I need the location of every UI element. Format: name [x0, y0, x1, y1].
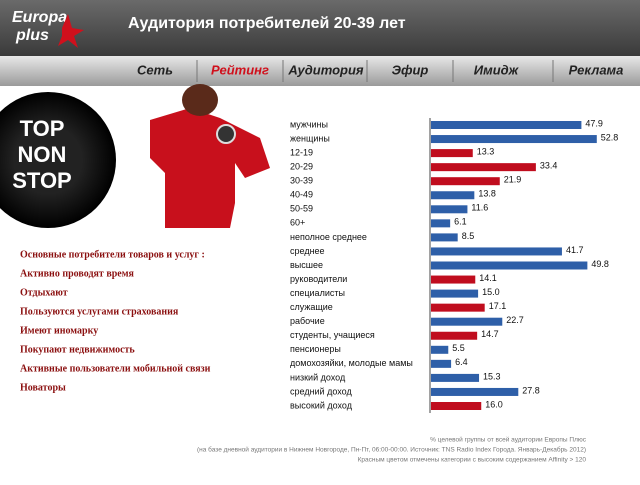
image-text: NON [18, 142, 67, 167]
bar [431, 177, 500, 186]
value-label: 49.8 [591, 259, 609, 269]
value-label: 41.7 [566, 245, 584, 255]
category-label: специалисты [290, 288, 345, 298]
category-label: высшее [290, 260, 323, 270]
person [150, 108, 270, 228]
image-text: STOP [12, 168, 72, 193]
category-label: рабочие [290, 316, 325, 326]
value-label: 6.4 [455, 357, 468, 367]
category-label: пенсионеры [290, 344, 341, 354]
feature-list: Основные потребители товаров и услуг : Ак… [20, 249, 211, 393]
value-label: 15.3 [483, 371, 501, 381]
value-label: 21.9 [504, 175, 522, 185]
nav: Сеть Рейтинг Аудитория Эфир Имидж Реклама [137, 60, 623, 82]
bar [431, 261, 588, 270]
bar-chart: мужчины 47.9 женщины 52.8 12-19 13.3 20-29 33.4… [290, 118, 618, 410]
category-label: мужчины [290, 119, 328, 129]
category-label: домохозяйки, молодые мамы [290, 358, 413, 368]
value-label: 22.7 [506, 315, 524, 325]
logo: Europa [12, 9, 67, 26]
value-label: 8.5 [462, 231, 475, 241]
category-label: руководители [290, 274, 347, 284]
category-label: среднее [290, 246, 325, 256]
bar [431, 247, 562, 256]
value-label: 47.9 [585, 118, 603, 128]
value-label: 17.1 [489, 301, 507, 311]
bar [431, 345, 449, 354]
footnote: % целевой группы от всей аудитории Европ… [197, 436, 587, 464]
person-head [182, 84, 218, 116]
value-label: 33.4 [540, 161, 558, 171]
category-label: неполное среднее [290, 232, 367, 242]
logo: plus [15, 27, 49, 44]
bar [431, 205, 468, 214]
value-label: 6.1 [454, 217, 467, 227]
feature-item: Новаторы [20, 382, 66, 393]
bar [431, 191, 475, 200]
feature-item: Покупают недвижимость [20, 344, 135, 355]
header-bar [0, 0, 640, 56]
camera [216, 124, 236, 144]
category-label: женщины [290, 133, 330, 143]
bar [431, 317, 503, 326]
bar [431, 135, 597, 144]
value-label: 13.8 [478, 189, 496, 199]
feature-item: Активно проводят время [20, 268, 135, 279]
logo-star [58, 14, 84, 48]
bar [431, 219, 451, 228]
value-label: 14.1 [479, 273, 497, 283]
nav-item: Сеть [137, 62, 173, 77]
value-label: 11.6 [471, 203, 488, 213]
bar [431, 303, 485, 312]
value-label: 5.5 [452, 343, 465, 353]
image-text: TOP [20, 116, 65, 141]
header-title: Аудитория потребителей 20-39 лет [128, 15, 406, 32]
category-label: высокий доход [290, 400, 353, 410]
feature-item: Активные пользователи мобильной связи [20, 363, 211, 374]
footnote-line: (на базе дневной аудитории в Нижнем Новг… [197, 446, 586, 454]
bar [431, 275, 476, 284]
bar [431, 331, 478, 340]
category-label: низкий доход [290, 372, 346, 382]
category-label: средний доход [290, 386, 352, 396]
bar [431, 359, 452, 368]
category-label: 60+ [290, 218, 305, 228]
nav-item: Эфир [392, 62, 429, 77]
disc [0, 92, 116, 228]
feature-item: Основные потребители товаров и услуг : [20, 249, 205, 260]
category-label: 40-49 [290, 190, 313, 200]
nav-item: Аудитория [287, 62, 363, 77]
nav-bar [0, 56, 640, 86]
value-label: 27.8 [522, 385, 540, 395]
bar [431, 163, 536, 172]
value-label: 52.8 [601, 132, 619, 142]
bar [431, 402, 482, 410]
value-label: 13.3 [477, 146, 495, 156]
category-label: служащие [290, 302, 333, 312]
footnote-line: % целевой группы от всей аудитории Европ… [430, 436, 587, 444]
nav-item: Реклама [569, 62, 624, 77]
nav-item: Имидж [474, 62, 520, 77]
feature-item: Имеют иномарку [20, 325, 98, 336]
bar [431, 233, 458, 242]
value-label: 15.0 [482, 287, 500, 297]
bar [431, 289, 479, 298]
value-label: 16.0 [485, 399, 503, 409]
value-label: 14.7 [481, 329, 499, 339]
category-label: студенты, учащиеся [290, 330, 375, 340]
bar [431, 387, 519, 396]
feature-item: Пользуются услугами страхования [20, 306, 179, 317]
category-label: 50-59 [290, 204, 313, 214]
footnote-line: Красным цветом отмечены категории с высо… [358, 457, 587, 464]
bar [431, 373, 480, 382]
category-label: 20-29 [290, 162, 313, 172]
bar [431, 149, 473, 158]
category-label: 30-39 [290, 176, 313, 186]
feature-item: Отдыхают [20, 287, 68, 298]
nav-item: Рейтинг [211, 62, 269, 77]
category-label: 12-19 [290, 147, 313, 157]
bar [431, 121, 582, 129]
